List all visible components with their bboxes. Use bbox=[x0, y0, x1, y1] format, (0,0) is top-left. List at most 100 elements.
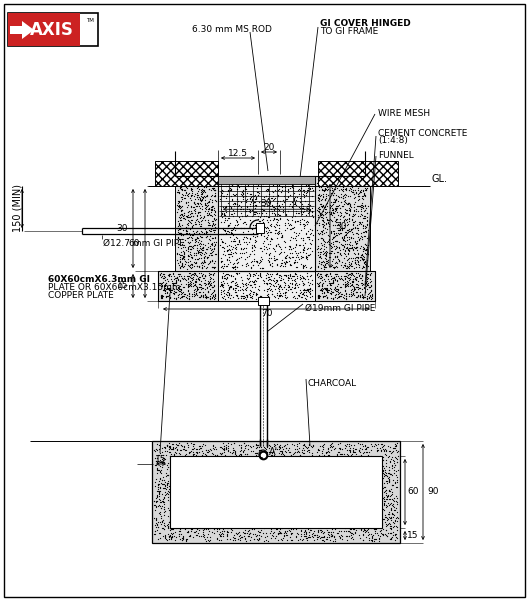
Point bbox=[250, 240, 259, 249]
Point bbox=[348, 221, 357, 230]
Point bbox=[324, 501, 333, 511]
Point bbox=[218, 261, 226, 270]
Point bbox=[250, 502, 258, 511]
Point bbox=[393, 454, 402, 463]
Point bbox=[251, 453, 260, 463]
Point bbox=[167, 439, 176, 449]
Point bbox=[181, 493, 190, 502]
Point bbox=[282, 477, 290, 486]
Point bbox=[223, 527, 231, 537]
Point bbox=[356, 188, 364, 197]
Point bbox=[273, 520, 282, 529]
Point bbox=[207, 273, 215, 282]
Point bbox=[223, 534, 231, 544]
Point bbox=[385, 465, 394, 475]
Point bbox=[350, 508, 359, 518]
Point bbox=[193, 230, 201, 239]
Point bbox=[331, 489, 339, 498]
Point bbox=[209, 441, 217, 451]
Point bbox=[308, 496, 317, 506]
Point bbox=[321, 178, 330, 188]
Point bbox=[352, 452, 360, 462]
Point bbox=[275, 513, 284, 522]
Point bbox=[353, 253, 362, 263]
Point bbox=[190, 522, 199, 532]
Point bbox=[328, 261, 336, 270]
Point bbox=[250, 483, 259, 492]
Point bbox=[260, 285, 268, 295]
Point bbox=[351, 192, 359, 201]
Point bbox=[220, 485, 228, 495]
Point bbox=[310, 483, 318, 492]
Point bbox=[231, 198, 239, 208]
Point bbox=[152, 460, 160, 470]
Point bbox=[159, 453, 167, 463]
Point bbox=[155, 445, 163, 454]
Point bbox=[276, 177, 284, 187]
Point bbox=[258, 208, 266, 218]
Point bbox=[351, 447, 360, 456]
Point bbox=[386, 503, 395, 513]
Point bbox=[212, 249, 220, 259]
Point bbox=[320, 291, 328, 301]
Point bbox=[209, 489, 217, 499]
Point bbox=[298, 510, 306, 520]
Point bbox=[299, 502, 307, 511]
Point bbox=[227, 276, 236, 286]
Point bbox=[211, 225, 219, 235]
Point bbox=[253, 257, 261, 266]
Point bbox=[322, 269, 330, 279]
Point bbox=[291, 456, 299, 466]
Point bbox=[332, 456, 341, 465]
Point bbox=[244, 466, 253, 476]
Point bbox=[240, 291, 248, 300]
Point bbox=[294, 248, 302, 258]
Point bbox=[174, 459, 182, 468]
Point bbox=[259, 179, 267, 189]
Point bbox=[158, 475, 166, 485]
Point bbox=[249, 529, 258, 538]
Point bbox=[215, 482, 223, 492]
Point bbox=[344, 526, 353, 536]
Point bbox=[211, 475, 220, 485]
Point bbox=[343, 199, 351, 209]
Point bbox=[259, 214, 267, 224]
Point bbox=[339, 501, 348, 510]
Point bbox=[350, 440, 358, 450]
Point bbox=[154, 483, 163, 492]
Point bbox=[165, 269, 174, 279]
Point bbox=[234, 475, 243, 484]
Point bbox=[345, 269, 354, 279]
Point bbox=[354, 183, 362, 192]
Point bbox=[210, 241, 218, 251]
Point bbox=[178, 205, 187, 215]
Point bbox=[229, 263, 238, 272]
Point bbox=[278, 447, 286, 457]
Point bbox=[359, 454, 368, 463]
Point bbox=[210, 243, 218, 252]
Point bbox=[271, 284, 279, 294]
Point bbox=[367, 520, 376, 530]
Point bbox=[334, 516, 343, 525]
Point bbox=[280, 528, 288, 538]
Point bbox=[303, 204, 311, 213]
Point bbox=[320, 492, 328, 502]
Point bbox=[314, 471, 322, 481]
Point bbox=[334, 243, 343, 252]
Point bbox=[183, 455, 191, 465]
Point bbox=[320, 475, 328, 484]
Point bbox=[347, 184, 355, 194]
Point bbox=[208, 475, 216, 484]
Point bbox=[209, 443, 217, 453]
Point bbox=[327, 200, 336, 210]
Point bbox=[186, 269, 194, 278]
Point bbox=[191, 189, 199, 199]
Point bbox=[363, 178, 371, 188]
Point bbox=[263, 284, 272, 294]
Point bbox=[205, 515, 213, 525]
Point bbox=[376, 472, 384, 481]
Point bbox=[188, 269, 196, 278]
Point bbox=[296, 490, 304, 499]
Point bbox=[391, 535, 399, 545]
Point bbox=[347, 525, 355, 534]
